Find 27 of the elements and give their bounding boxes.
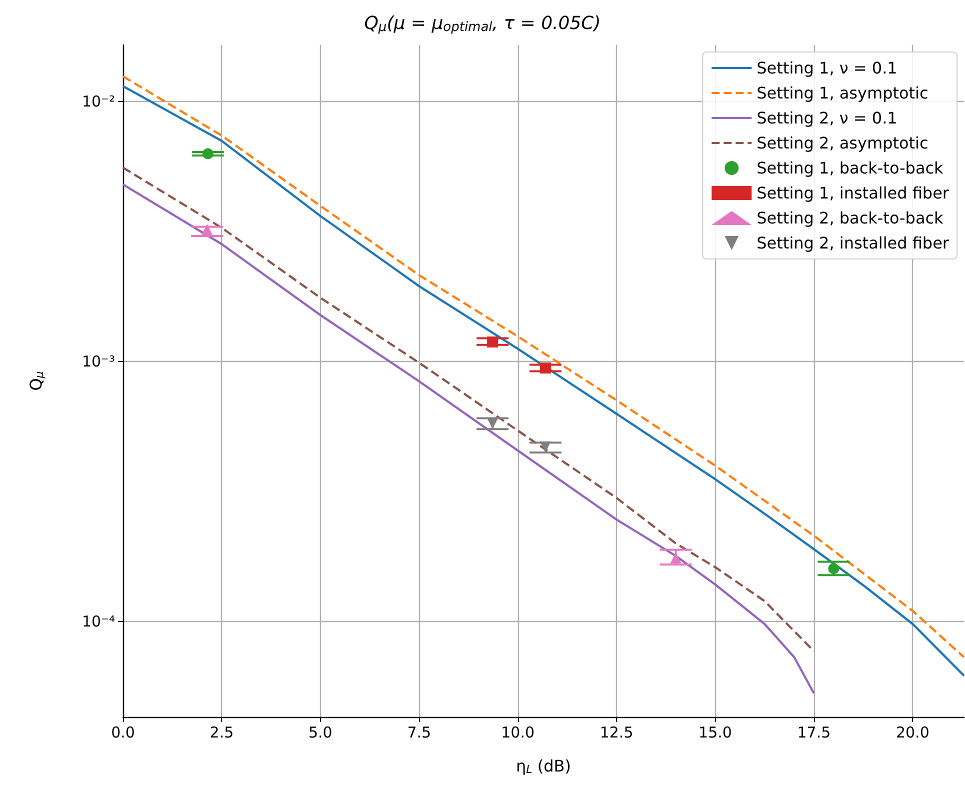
point [202,224,213,236]
point [540,362,551,374]
legend-label: Setting 1, installed fiber [756,184,950,202]
point [202,148,214,160]
legend-label: Setting 2, installed fiber [756,234,950,252]
y-tick-label: 10⁻³ [82,352,115,371]
point [828,563,840,574]
legend-label: Setting 2, ν = 0.1 [756,108,898,128]
y-tick-label: 10⁻⁴ [82,612,115,631]
point [487,336,498,348]
legend-label: Setting 2, asymptotic [756,134,928,152]
x-tick-label: 7.5 [407,724,432,742]
x-axis-title: ηL (dB) [516,756,571,776]
legend-label: Setting 1, back-to-back [756,158,944,178]
x-tick-label: 5.0 [308,724,332,742]
y-axis-title: Qμ [26,371,46,391]
x-tick-label: 0.0 [111,724,135,742]
legend-label: Setting 1, asymptotic [756,84,928,102]
x-tick-label: 2.5 [210,724,234,742]
x-tick-label: 20.0 [896,724,930,742]
x-tick-label: 12.5 [600,724,634,742]
x-tick-label: 17.5 [797,724,831,742]
y-tick-label: 10⁻² [82,92,115,111]
x-tick-label: 15.0 [698,724,732,742]
x-tick-label: 10.0 [501,724,535,742]
legend-label: Setting 1, ν = 0.1 [756,58,898,78]
legend-label: Setting 2, back-to-back [756,208,944,228]
